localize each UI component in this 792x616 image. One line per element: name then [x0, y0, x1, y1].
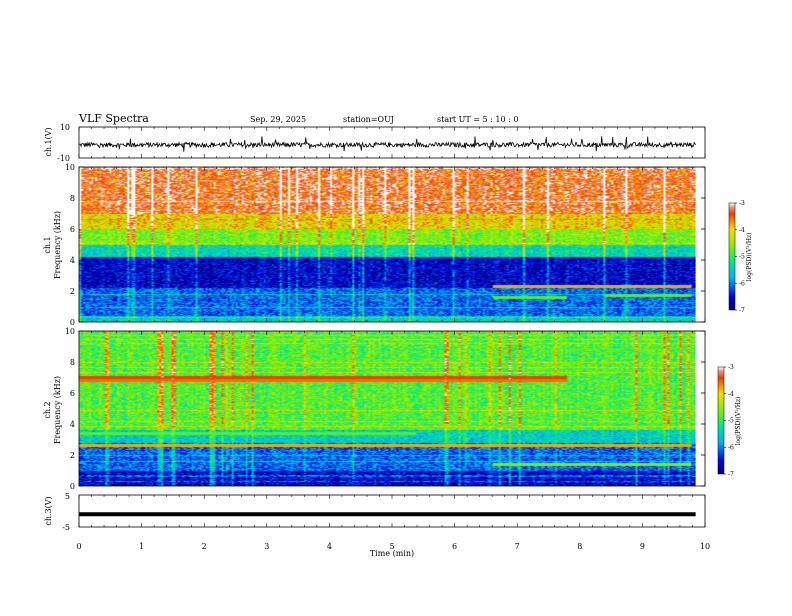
- ch2-spectrogram-image: [79, 331, 696, 486]
- ch1-colorbar: [728, 202, 736, 311]
- ch2-colorbar-tick-label: -4: [728, 391, 734, 398]
- x-tick-label: 7: [515, 542, 520, 551]
- ch3-waveform-panel: ch.3(V) 5 -5 0 1 2 3 4 5 6 7 8 9 10 Time (min): [44, 127, 710, 558]
- ch2-spec-ytick-label: 4: [70, 420, 75, 429]
- ch1-spec-ytick-label: 4: [70, 256, 75, 265]
- ch2-spec-ytick-label: 10: [65, 327, 75, 336]
- station-label: station=OUJ: [343, 115, 394, 124]
- ch1-ylabel: ch.1(V): [44, 127, 53, 156]
- ch2-spec-ytick-label: 6: [70, 389, 75, 398]
- ch2-colorbar-tick-label: -6: [728, 444, 734, 451]
- x-tick-label: 3: [264, 542, 269, 551]
- ch3-ytick-bottom: -5: [62, 523, 70, 532]
- x-tick-label: 6: [452, 542, 457, 551]
- ch2-spec-ytick-label: 8: [70, 358, 75, 367]
- ch1-spec-ytick-label: 2: [70, 287, 75, 296]
- x-tick-label: 5: [389, 542, 394, 551]
- x-tick-label: 0: [76, 542, 81, 551]
- ch1-spec-ylabel: Frequency (kHz): [53, 211, 62, 279]
- x-tick-label: 8: [577, 542, 582, 551]
- ch1-colorbar-tick-label: -5: [739, 254, 745, 261]
- ch1-ytick-bottom: -10: [57, 154, 70, 163]
- ch1-ytick-top: 10: [60, 123, 70, 132]
- ch2-spec-ylabel-top: ch.2: [43, 401, 52, 418]
- ch3-ytick-top: 5: [65, 492, 70, 501]
- ch2-colorbar-tick-label: -5: [728, 418, 734, 425]
- x-tick-label: 10: [700, 542, 710, 551]
- ch1-spec-ytick-label: 0: [70, 318, 75, 327]
- ch1-waveform-line: [78, 136, 696, 152]
- ch2-spec-ytick-label: 2: [70, 451, 75, 460]
- date-label: Sep. 29, 2025: [250, 115, 306, 124]
- figure-title: VLF Spectra: [78, 112, 149, 125]
- x-axis-label: Time (min): [370, 549, 414, 558]
- ch1-waveform-panel: ch.1(V) 10 -10: [44, 123, 706, 163]
- x-tick-label: 1: [139, 542, 144, 551]
- ch1-spec-ytick-label: 10: [65, 163, 75, 172]
- ch1-colorbar-tick-label: -7: [739, 307, 745, 314]
- ch1-spec-ylabel-top: ch.1: [43, 236, 52, 253]
- ch1-colorbar-tick-label: -4: [739, 227, 745, 234]
- x-tick-label: 4: [327, 542, 332, 551]
- x-tick-label: 2: [202, 542, 207, 551]
- ch1-colorbar-tick-label: -6: [739, 280, 745, 287]
- ch3-frame: [78, 494, 706, 528]
- ch2-colorbar-tick-label: -3: [728, 364, 734, 371]
- ch2-spec-ylabel: Frequency (kHz): [53, 376, 62, 444]
- ch2-spec-ytick-label: 0: [70, 482, 75, 491]
- ch2-colorbar-label: log(PSD)(V²/Hz): [735, 397, 742, 446]
- x-tick-label: 9: [640, 542, 645, 551]
- ch1-spectrogram-image: [79, 167, 696, 322]
- ch1-frame: [78, 126, 706, 159]
- ch1-colorbar-tick-label: -3: [739, 200, 745, 207]
- start-time-label: start UT = 5 : 10 : 0: [437, 115, 518, 124]
- ch1-colorbar-label: log(PSD)(V²/Hz): [746, 233, 753, 282]
- ch3-ylabel: ch.3(V): [44, 496, 53, 525]
- ch2-colorbar: [717, 366, 725, 475]
- ch1-spec-ytick-label: 8: [70, 194, 75, 203]
- ch1-spec-ytick-label: 6: [70, 225, 75, 234]
- ch2-colorbar-tick-label: -7: [728, 471, 734, 478]
